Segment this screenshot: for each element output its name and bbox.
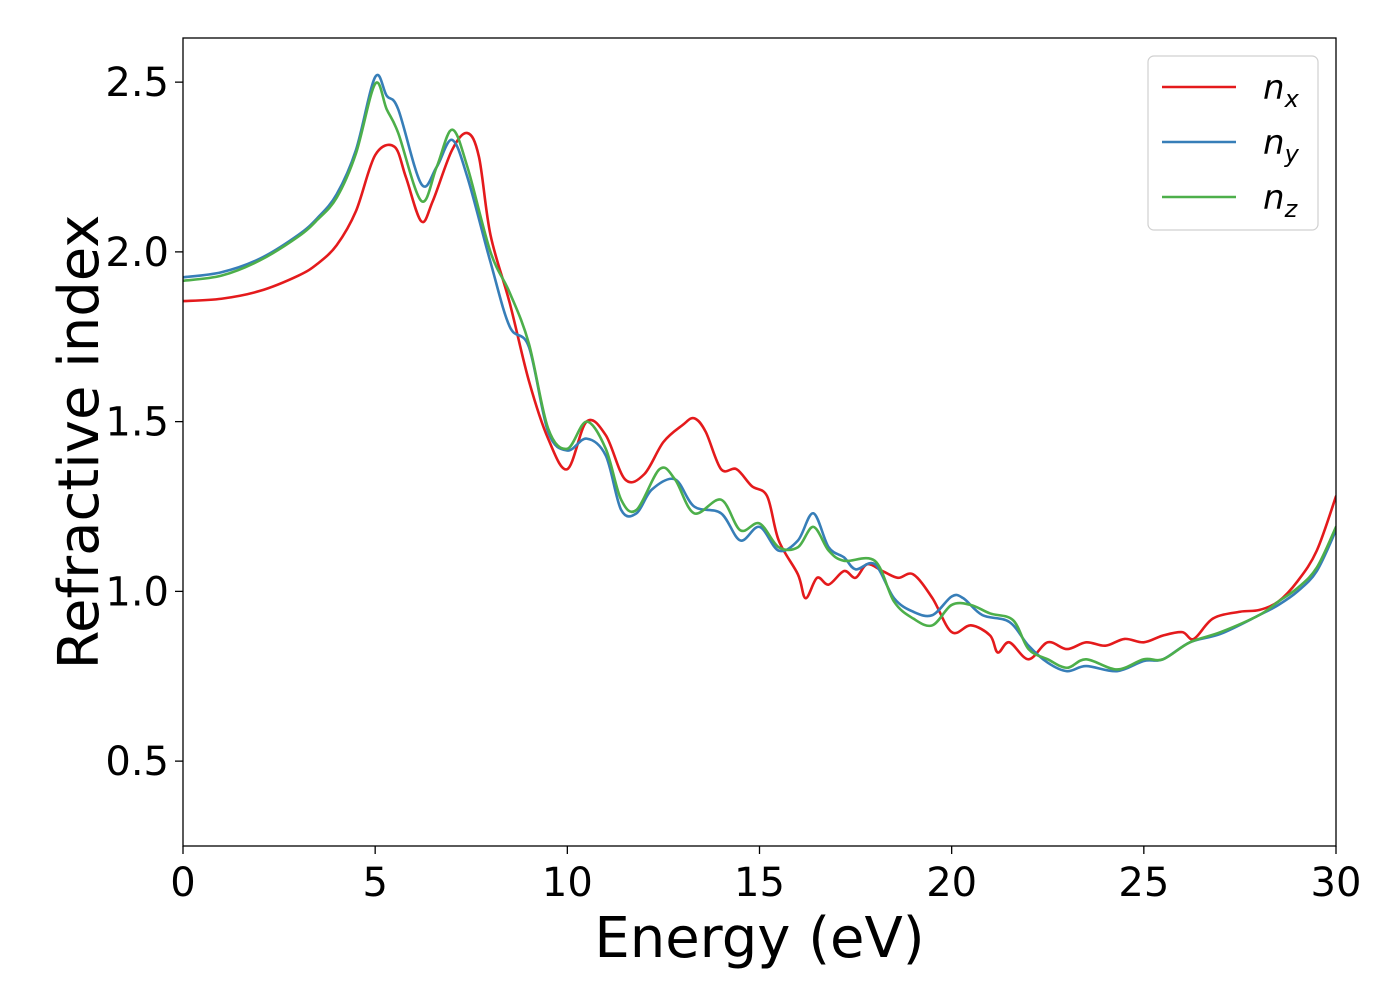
x-tick-label: 20 [926,860,977,906]
x-tick-label: 15 [734,860,785,906]
x-tick-label: 0 [170,860,195,906]
y-tick-label: 0.5 [105,739,169,785]
x-tick-label: 30 [1311,860,1362,906]
x-axis-title: Energy (eV) [594,906,924,971]
y-axis-title: Refractive index [47,215,112,670]
legend-label-z: nz [1263,178,1299,223]
y-tick-label: 2.0 [105,230,169,276]
legend: nx ny nz [1147,55,1319,231]
y-tick-label: 1.5 [105,400,169,446]
x-tick-label: 5 [362,860,387,906]
x-tick-label: 10 [542,860,593,906]
series-layer [183,73,1336,673]
x-tick-label: 25 [1118,860,1169,906]
series-line-x [183,131,1336,661]
tick-layer: 0 5 10 15 20 25 30 0.5 1.0 1.5 2.0 2.5 [105,60,1361,906]
series-line-z [183,81,1336,671]
legend-label-x: nx [1263,68,1300,113]
series-line-y [183,73,1336,673]
y-tick-label: 1.0 [105,569,169,615]
y-tick-label: 2.5 [105,60,169,106]
legend-label-y: ny [1263,123,1300,168]
